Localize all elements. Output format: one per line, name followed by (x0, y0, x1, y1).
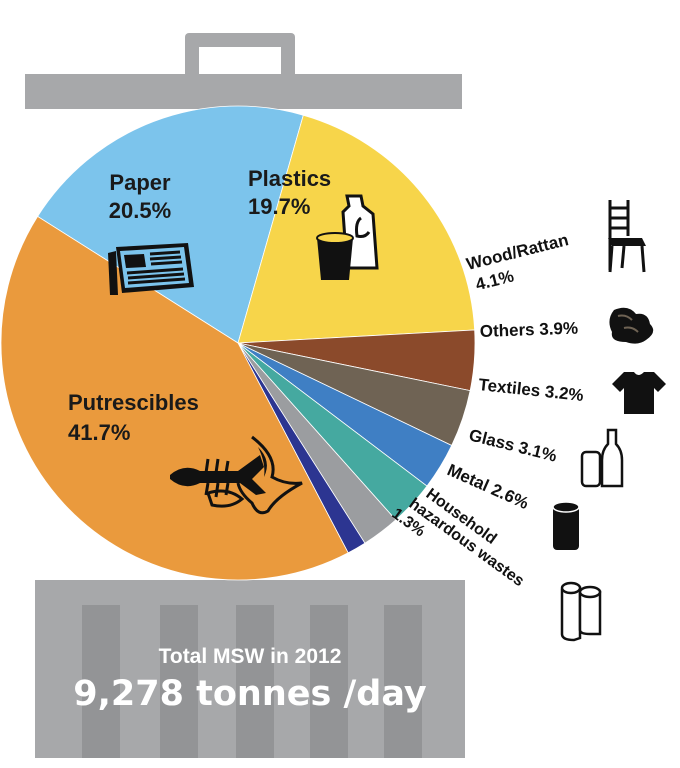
total-value: 9,278 tonnes /day (73, 674, 427, 714)
can-icon (552, 501, 580, 550)
slice-label-glass: Glass 3.1% (467, 425, 559, 465)
chair-icon (608, 200, 646, 273)
paper-value: 20.5% (109, 198, 171, 223)
textiles-label: Textiles (478, 375, 542, 400)
slice-label-paper: Paper 20.5% (109, 170, 171, 223)
total-title: Total MSW in 2012 (159, 645, 342, 668)
textiles-text: Textiles 3.2% (478, 375, 585, 405)
bottles-icon (580, 428, 624, 488)
slice-label-textiles: Textiles 3.2% (478, 375, 585, 405)
slice-label-wood: Wood/Rattan 4.1% (464, 230, 570, 294)
t-shirt-icon (612, 372, 666, 414)
others-value: 3.9% (539, 319, 578, 339)
jug-and-cup-icon (316, 194, 379, 280)
metal-value: 2.6% (488, 480, 531, 513)
glass-label: Glass (467, 425, 517, 455)
paper-label: Paper (109, 170, 171, 195)
metal-label: Metal (444, 460, 491, 495)
rubbish-icon (609, 307, 654, 344)
paper-rolls-icon (560, 581, 602, 642)
plastics-value: 19.7% (248, 194, 310, 219)
fish-bone-icon (170, 435, 303, 515)
textiles-value: 3.2% (544, 382, 585, 405)
slice-label-putrescibles: Putrescibles 41.7% (68, 390, 199, 445)
plastics-label: Plastics (248, 166, 331, 191)
wood-label: Wood/Rattan (464, 230, 570, 274)
pie-slice-paper (37, 105, 304, 344)
putrescibles-label: Putrescibles (68, 390, 199, 415)
putrescibles-value: 41.7% (68, 420, 130, 445)
others-text: Others 3.9% (479, 319, 578, 341)
slice-label-plastics: Plastics 19.7% (248, 166, 331, 219)
bin-lid (25, 33, 462, 109)
glass-text: Glass 3.1% (467, 425, 559, 465)
slice-label-others: Others 3.9% (479, 319, 578, 341)
others-label: Others (479, 320, 534, 341)
bin-body (35, 580, 465, 758)
newspaper-icon (108, 243, 194, 295)
glass-value: 3.1% (517, 438, 559, 466)
